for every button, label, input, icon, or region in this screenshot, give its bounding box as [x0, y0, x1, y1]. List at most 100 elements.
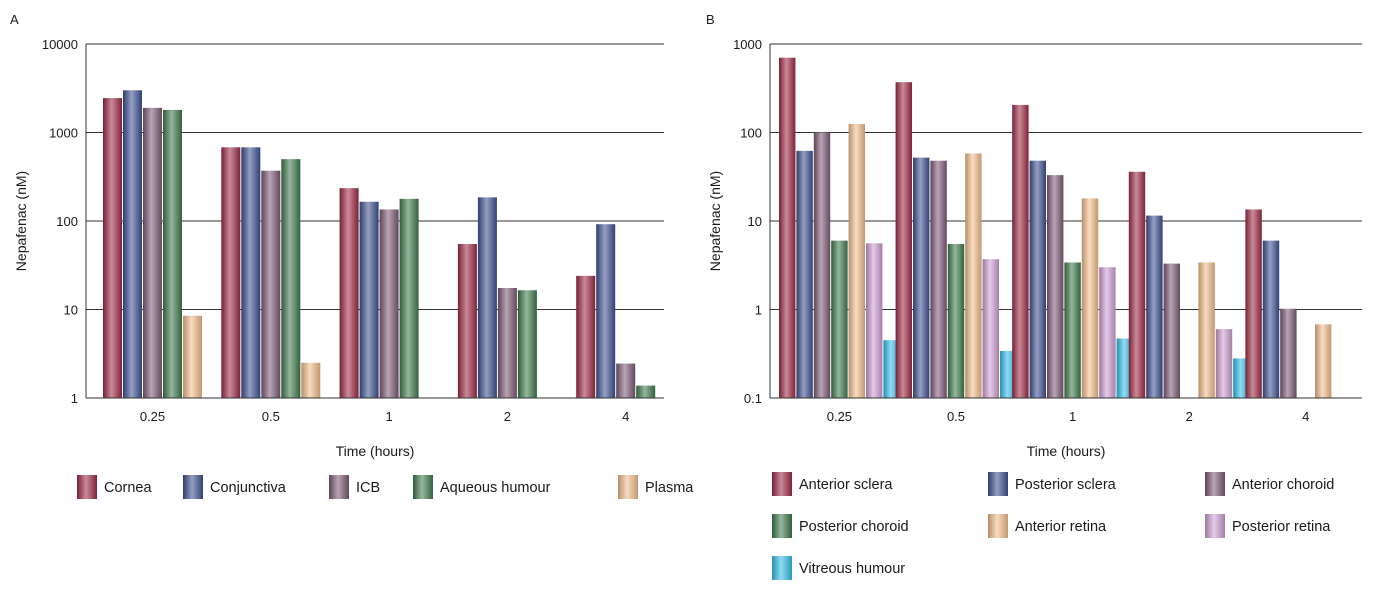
bar-aqueous-humour-0.5 [281, 159, 301, 398]
x-tick-label: 1 [385, 409, 392, 424]
bar-anterior-retina-4 [1315, 324, 1332, 398]
x-tick-label: 4 [622, 409, 629, 424]
bar-icb-2 [497, 287, 517, 398]
y-tick-label: 10 [748, 214, 762, 229]
legend-label-vitreous-humour: Vitreous humour [799, 561, 905, 577]
bar-aqueous-humour-4 [636, 385, 656, 398]
x-tick-label: 0.5 [947, 409, 965, 424]
bar-aqueous-humour-0.25 [163, 109, 182, 398]
legend-swatch-anterior-sclera [772, 472, 792, 496]
bar-posterior-sclera-0.5 [913, 157, 930, 398]
bar-posterior-retina-0.25 [866, 243, 883, 398]
bar-posterior-choroid-1 [1064, 262, 1081, 398]
x-tick-label: 4 [1302, 409, 1309, 424]
y-tick-label: 1000 [49, 126, 78, 141]
legend-swatch-posterior-retina [1205, 514, 1225, 538]
chart-panel-a: A 1 10 100 1000 10000 0.25 0.5 1 2 4 Time (hours) Ne… [10, 12, 694, 499]
panel-label: A [10, 12, 19, 27]
bar-anterior-retina-1 [1081, 198, 1099, 398]
y-tick-label: 1 [755, 303, 762, 318]
legend-label-conjunctiva: Conjunctiva [210, 480, 287, 496]
y-tick-label: 1 [71, 391, 78, 406]
bar-anterior-sclera-0.5 [895, 82, 912, 399]
bar-anterior-sclera-1 [1012, 104, 1029, 398]
y-tick-label: 10000 [42, 37, 78, 52]
bar-icb-0.25 [143, 107, 162, 398]
legend-label-aqueous-humour: Aqueous humour [440, 480, 551, 496]
bar-posterior-sclera-0.25 [796, 150, 813, 398]
legend-swatch-icb [329, 475, 349, 499]
bar-conjunctiva-2 [477, 197, 497, 398]
bar-cornea-4 [576, 275, 596, 398]
x-axis-title: Time (hours) [336, 443, 415, 459]
legend-label-anterior-choroid: Anterior choroid [1232, 477, 1334, 493]
chart-panel-b: B 0.1 1 10 100 1000 0.25 0.5 1 2 4 Time (hours) Nepa… [706, 12, 1362, 580]
bar-posterior-sclera-2 [1146, 215, 1163, 398]
bar-posterior-sclera-1 [1029, 160, 1046, 398]
bar-posterior-retina-0.5 [982, 259, 999, 398]
legend-swatch-posterior-choroid [772, 514, 792, 538]
bar-icb-0.5 [261, 170, 281, 398]
bar-anterior-choroid-0.5 [930, 160, 947, 398]
x-tick-label: 0.5 [262, 409, 280, 424]
bar-cornea-2 [457, 243, 477, 398]
bar-anterior-choroid-2 [1163, 263, 1180, 398]
bar-cornea-0.5 [221, 147, 241, 398]
bar-aqueous-humour-2 [517, 290, 537, 398]
bar-posterior-retina-2 [1215, 329, 1233, 398]
legend-label-posterior-sclera: Posterior sclera [1015, 477, 1117, 493]
panel-label: B [706, 12, 715, 27]
bar-posterior-retina-1 [1099, 267, 1116, 398]
bar-anterior-retina-0.25 [848, 123, 865, 399]
bar-anterior-choroid-4 [1280, 308, 1297, 398]
legend-swatch-aqueous-humour [413, 475, 433, 499]
x-tick-label: 2 [1186, 409, 1193, 424]
legend-label-icb: ICB [356, 480, 380, 496]
bar-conjunctiva-1 [359, 201, 379, 398]
bar-cornea-1 [339, 188, 359, 398]
bar-anterior-retina-2 [1198, 262, 1215, 398]
bar-cornea-0.25 [103, 98, 122, 398]
x-tick-label: 0.25 [827, 409, 852, 424]
legend-swatch-anterior-choroid [1205, 472, 1225, 496]
bar-anterior-sclera-0.25 [779, 57, 796, 399]
y-tick-label: 1000 [733, 37, 762, 52]
bar-posterior-sclera-4 [1262, 240, 1280, 398]
bar-aqueous-humour-1 [399, 198, 419, 398]
legend-label-anterior-sclera: Anterior sclera [799, 477, 893, 493]
bar-conjunctiva-0.5 [241, 147, 261, 398]
y-tick-label: 100 [740, 126, 762, 141]
legend-label-plasma: Plasma [645, 480, 694, 496]
legend-label-posterior-retina: Posterior retina [1232, 519, 1331, 535]
bar-anterior-retina-0.5 [965, 153, 982, 398]
bar-posterior-choroid-0.5 [947, 243, 965, 398]
y-tick-label: 100 [56, 214, 78, 229]
y-tick-label: 0.1 [744, 391, 762, 406]
bar-plasma-0.25 [183, 315, 202, 398]
legend-swatch-anterior-retina [988, 514, 1008, 538]
bar-conjunctiva-4 [596, 224, 616, 398]
legend-swatch-conjunctiva [183, 475, 203, 499]
bar-plasma-0.5 [301, 362, 321, 398]
bar-anterior-sclera-2 [1128, 171, 1146, 398]
bar-anterior-choroid-1 [1047, 175, 1064, 398]
legend-label-cornea: Cornea [104, 480, 152, 496]
bar-icb-1 [379, 209, 399, 398]
x-tick-label: 0.25 [140, 409, 165, 424]
bar-conjunctiva-0.25 [123, 90, 142, 399]
y-axis-title: Nepafenac (nM) [707, 171, 723, 271]
bar-anterior-choroid-0.25 [813, 132, 831, 398]
bar-posterior-choroid-0.25 [831, 240, 848, 398]
legend-swatch-plasma [618, 475, 638, 499]
x-tick-label: 2 [504, 409, 511, 424]
legend: Cornea Conjunctiva ICB Aqueous humour Plasma [77, 475, 694, 499]
x-axis-title: Time (hours) [1027, 443, 1106, 459]
legend-label-anterior-retina: Anterior retina [1015, 519, 1107, 535]
legend-swatch-cornea [77, 475, 97, 499]
x-tick-label: 1 [1069, 409, 1076, 424]
legend-label-posterior-choroid: Posterior choroid [799, 519, 909, 535]
legend-swatch-posterior-sclera [988, 472, 1008, 496]
y-axis-title: Nepafenac (nM) [13, 171, 29, 271]
